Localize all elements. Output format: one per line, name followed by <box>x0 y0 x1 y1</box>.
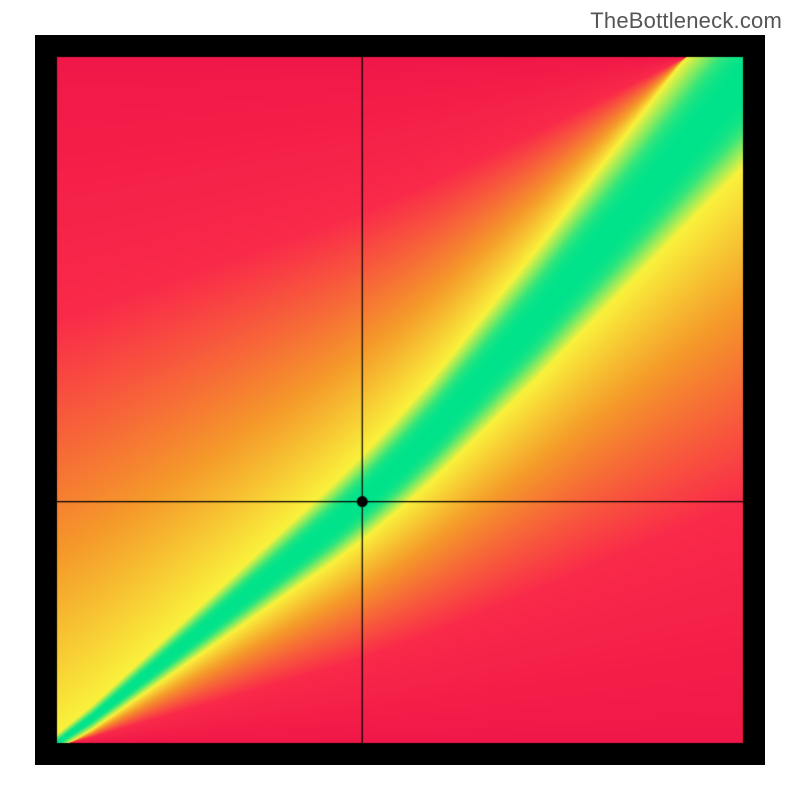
watermark-text: TheBottleneck.com <box>590 8 782 34</box>
plot-frame <box>35 35 765 765</box>
bottleneck-heatmap <box>35 35 765 765</box>
chart-container: TheBottleneck.com <box>0 0 800 800</box>
